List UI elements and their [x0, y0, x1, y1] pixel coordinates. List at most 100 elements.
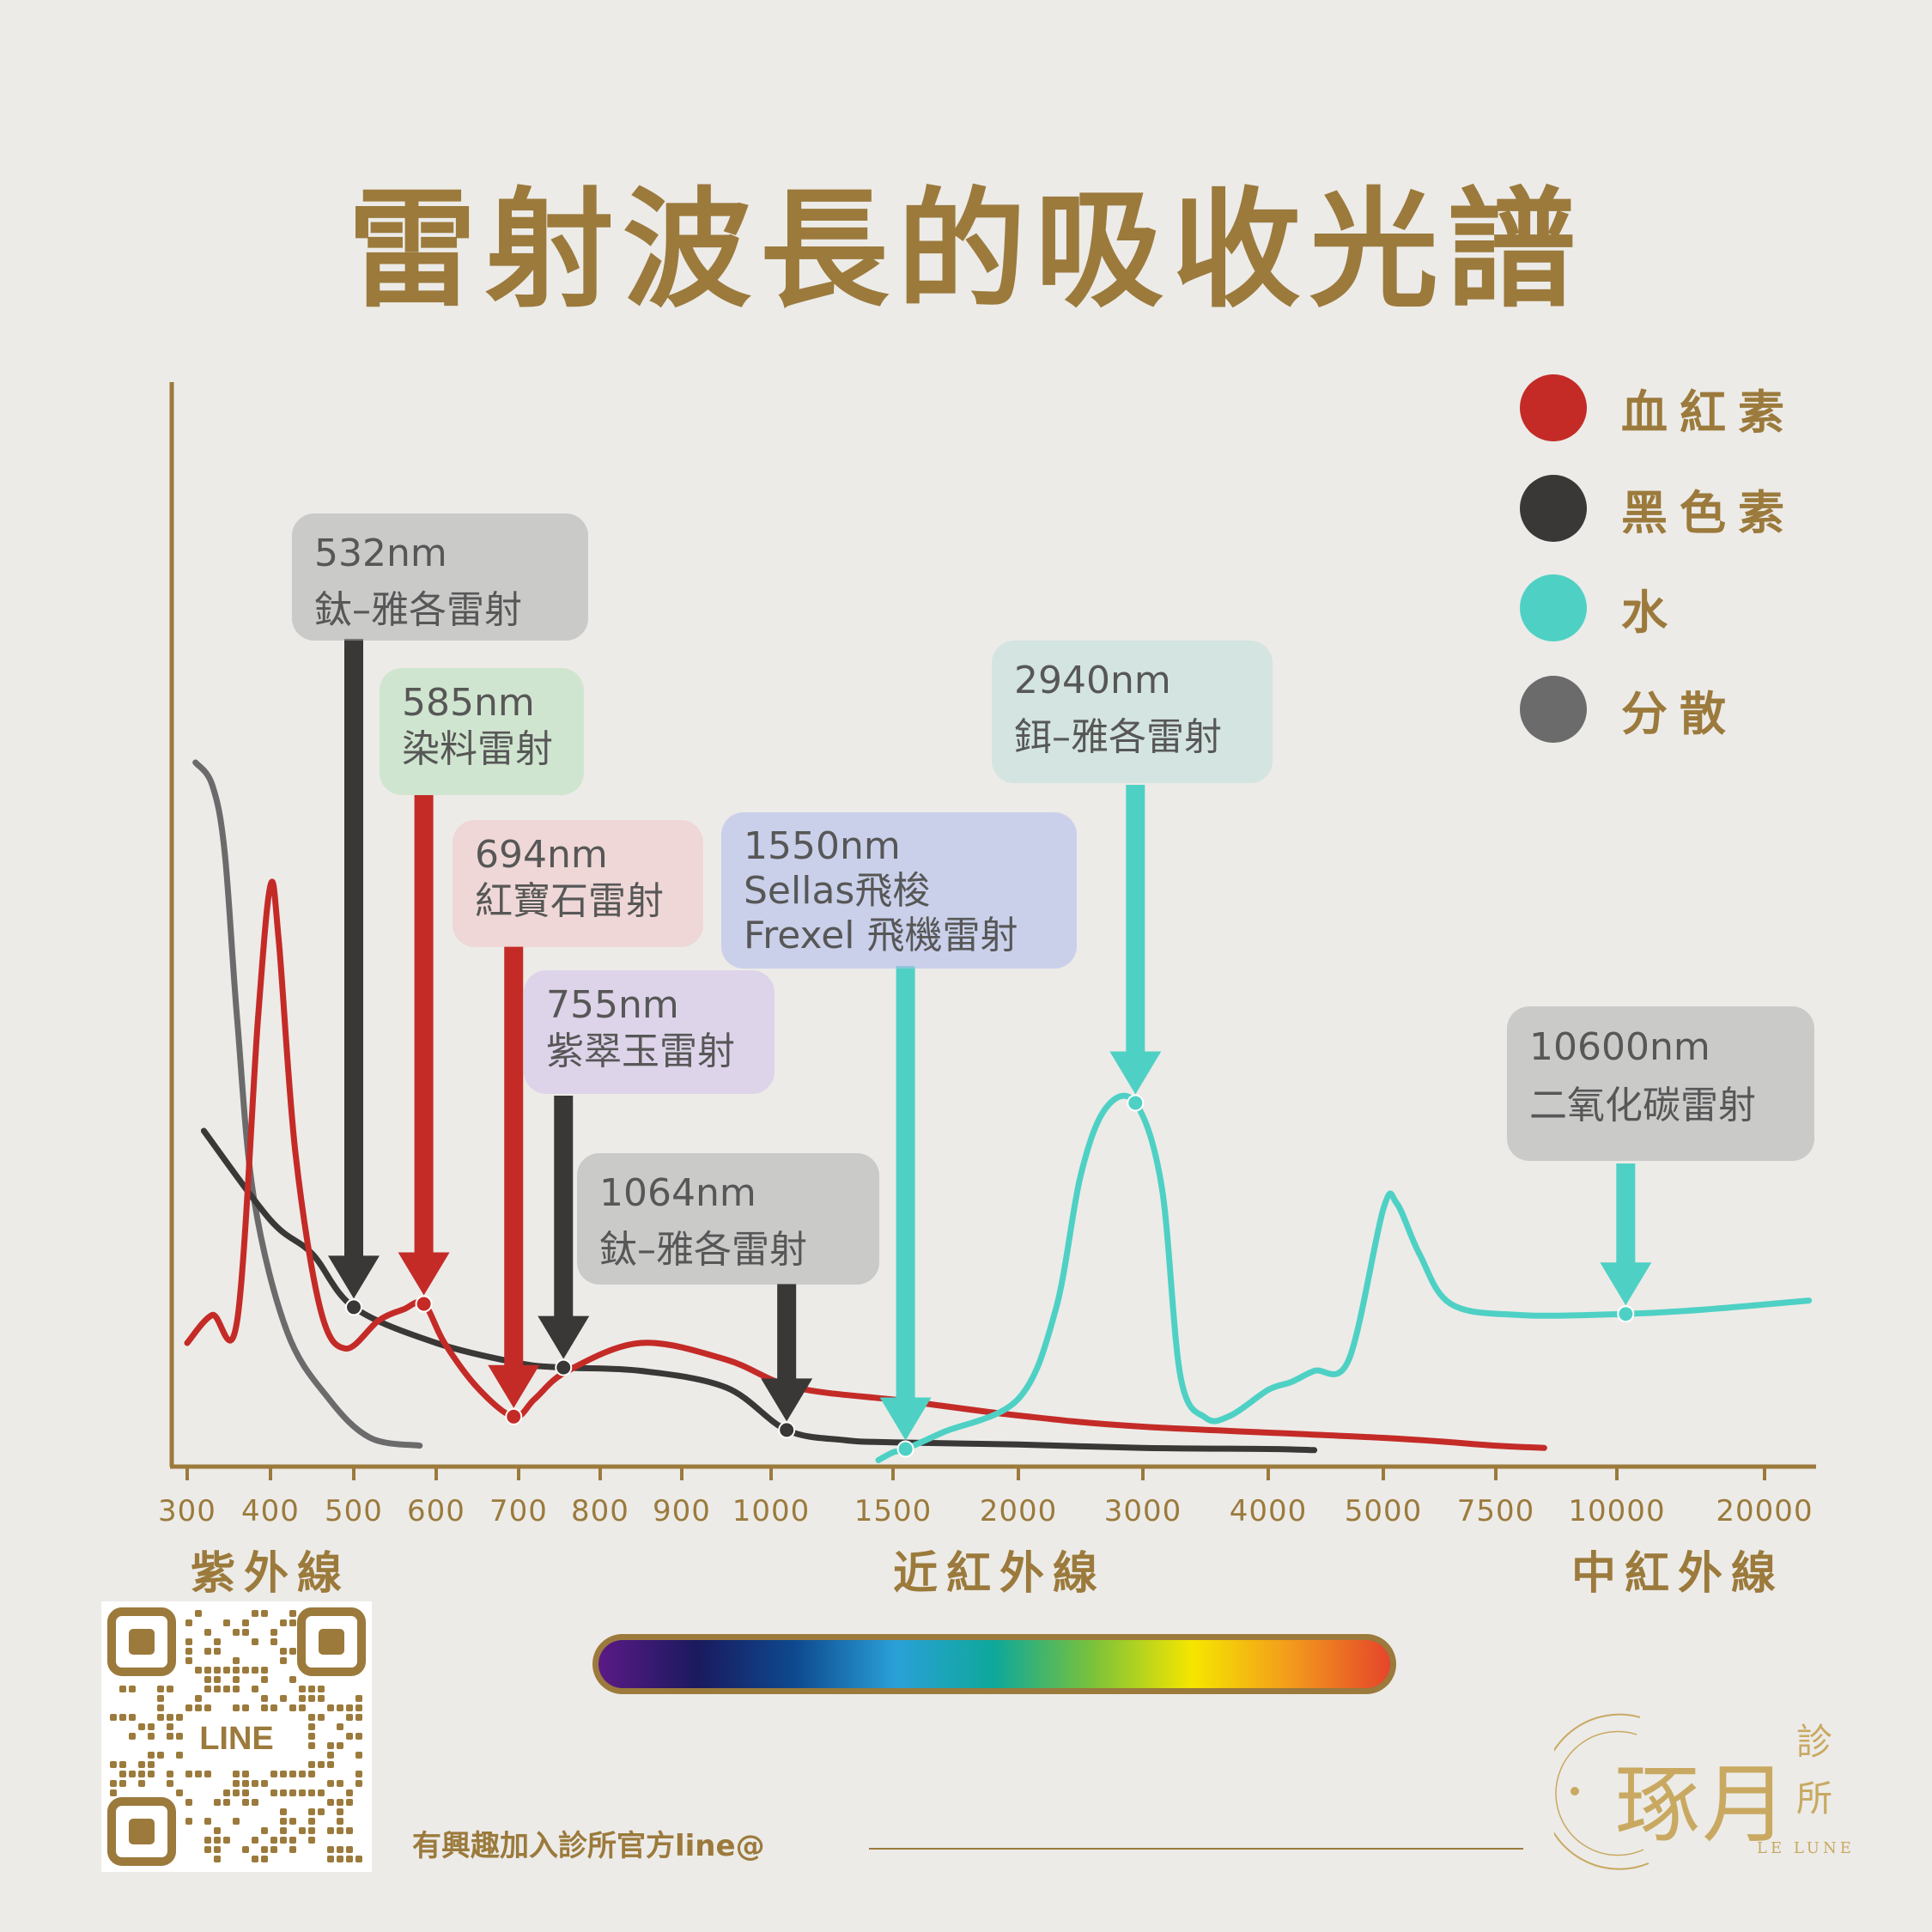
qr-module: [318, 1686, 325, 1692]
qr-module: [176, 1789, 183, 1796]
qr-module: [157, 1714, 164, 1721]
qr-module: [327, 1761, 334, 1768]
laser-arrow: [1109, 785, 1162, 1112]
qr-module: [242, 1629, 249, 1636]
logo-side-text: 診所: [1796, 1721, 1833, 1820]
qr-module: [261, 1856, 268, 1862]
qr-module: [280, 1657, 287, 1664]
qr-module: [233, 1686, 240, 1692]
laser-callout: 1550nm Sellas飛梭 Frexel 飛機雷射: [721, 812, 1077, 969]
qr-module: [270, 1771, 277, 1777]
x-tick-label: 1000: [732, 1494, 811, 1528]
qr-module: [270, 1789, 277, 1796]
qr-module: [242, 1780, 249, 1787]
qr-module: [138, 1780, 145, 1787]
laser-wavelength: 532nm: [314, 532, 447, 575]
legend-label: 分散: [1621, 686, 1738, 741]
laser-name: 鈦–雅各雷射: [599, 1228, 807, 1272]
qr-module: [355, 1752, 362, 1759]
qr-module: [185, 1619, 192, 1626]
laser-wavelength: 585nm: [402, 681, 535, 725]
qr-module: [280, 1789, 287, 1796]
qr-module: [261, 1846, 268, 1853]
qr-module: [308, 1723, 315, 1730]
laser-target-point: [778, 1421, 796, 1439]
x-tick-label: 10000: [1568, 1494, 1666, 1528]
qr-module: [327, 1799, 334, 1806]
qr-module: [185, 1818, 192, 1825]
arrow-head: [328, 1255, 380, 1299]
qr-module: [355, 1704, 362, 1711]
qr-module: [346, 1856, 353, 1862]
qr-module: [299, 1771, 306, 1777]
footer-text: 有興趣加入診所官方line@: [412, 1829, 765, 1863]
qr-module: [214, 1837, 221, 1844]
qr-module: [299, 1704, 306, 1711]
qr-module: [289, 1610, 296, 1617]
x-tick-label: 500: [325, 1494, 383, 1528]
laser-name: 紅寶石雷射: [475, 879, 664, 923]
laser-name: 二氧化碳雷射: [1529, 1084, 1756, 1127]
qr-module: [195, 1695, 202, 1702]
qr-module: [252, 1610, 258, 1617]
qr-module: [223, 1837, 230, 1844]
laser-wavelength: 755nm: [546, 983, 679, 1027]
qr-module: [204, 1771, 211, 1777]
qr-module: [167, 1733, 173, 1740]
laser-wavelength: 1064nm: [599, 1171, 756, 1215]
qr-module: [270, 1846, 277, 1853]
qr-module: [119, 1686, 126, 1692]
qr-module: [308, 1818, 315, 1825]
qr-module: [204, 1686, 211, 1692]
legend-label: 血紅素: [1621, 385, 1796, 440]
qr-module: [327, 1704, 334, 1711]
laser-arrow: [1600, 1163, 1652, 1323]
x-tick-label: 800: [571, 1494, 629, 1528]
qr-module: [261, 1695, 268, 1702]
qr-module: [308, 1686, 315, 1692]
laser-target-point: [505, 1407, 523, 1425]
qr-module: [346, 1714, 353, 1721]
qr-module: [289, 1846, 296, 1853]
laser-target-point: [415, 1295, 433, 1313]
qr-module: [327, 1856, 334, 1862]
qr-module: [233, 1704, 240, 1711]
laser-target-point: [555, 1358, 573, 1376]
x-tick-label: 20000: [1716, 1494, 1814, 1528]
qr-module: [289, 1648, 296, 1655]
qr-module: [167, 1771, 173, 1777]
x-tick-label: 400: [241, 1494, 300, 1528]
qr-module: [157, 1686, 164, 1692]
qr-module: [110, 1714, 117, 1721]
qr-module: [223, 1667, 230, 1674]
qr-module: [252, 1856, 258, 1862]
qr-module: [289, 1789, 296, 1796]
qr-module: [337, 1704, 343, 1711]
qr-module: [242, 1771, 249, 1777]
legend-swatch: [1520, 374, 1587, 441]
qr-module: [214, 1686, 221, 1692]
qr-module: [204, 1667, 211, 1674]
qr-module: [185, 1771, 192, 1777]
qr-module: [223, 1619, 230, 1626]
qr-module: [110, 1780, 117, 1787]
line-qr-code[interactable]: LINE: [101, 1601, 372, 1872]
qr-module: [110, 1789, 117, 1796]
laser-callout: 10600nm 二氧化碳雷射: [1507, 1006, 1814, 1161]
qr-module: [157, 1704, 164, 1711]
qr-module: [299, 1827, 306, 1834]
qr-module: [337, 1742, 343, 1749]
laser-callout: 532nm 鈦–雅各雷射: [292, 513, 588, 641]
qr-module: [308, 1771, 315, 1777]
qr-module: [223, 1789, 230, 1796]
qr-module: [242, 1846, 249, 1853]
qr-module: [185, 1638, 192, 1645]
qr-module: [355, 1771, 362, 1777]
qr-module: [346, 1733, 353, 1740]
qr-module: [252, 1799, 258, 1806]
qr-module: [280, 1837, 287, 1844]
qr-module: [110, 1761, 117, 1768]
x-tick-label: 3000: [1103, 1494, 1182, 1528]
qr-module: [214, 1846, 221, 1853]
